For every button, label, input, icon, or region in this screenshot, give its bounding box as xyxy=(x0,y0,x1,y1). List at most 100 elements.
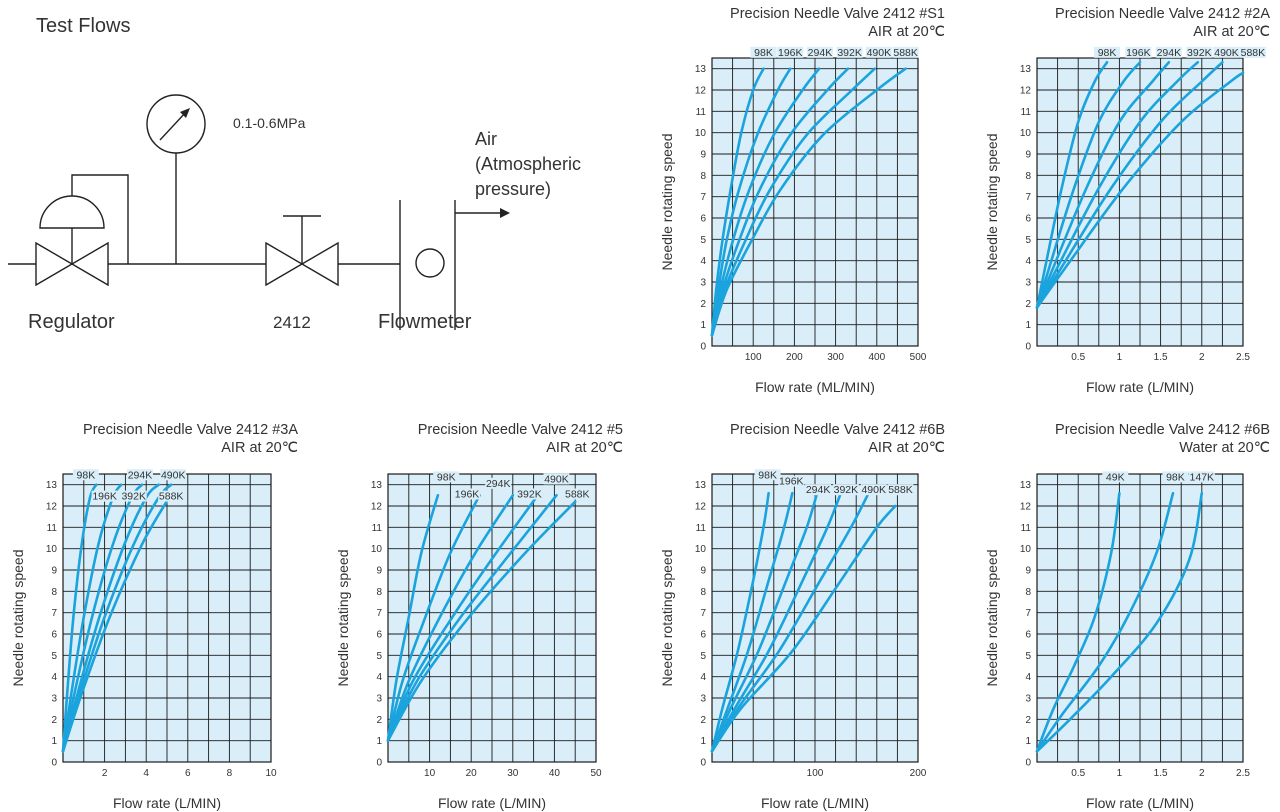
series-line-392k xyxy=(386,494,540,742)
curve-label-392k: 392K xyxy=(834,484,859,496)
x-tick-label: 8 xyxy=(227,768,233,779)
curve-label-294k: 294K xyxy=(806,484,831,496)
series-line-98k xyxy=(710,491,770,753)
y-tick-label: 13 xyxy=(1020,480,1032,491)
y-tick-label: 7 xyxy=(1025,608,1031,619)
y-tick-label: 10 xyxy=(1020,128,1032,139)
curve-label-bg xyxy=(805,484,832,496)
series-line-196k xyxy=(710,67,792,337)
x-tick-label: 40 xyxy=(549,768,561,779)
x-tick-label: 1 xyxy=(1117,768,1123,779)
y-tick-label: 0 xyxy=(376,758,382,769)
x-tick-label: 10 xyxy=(265,768,277,779)
y-tick-label: 1 xyxy=(1025,320,1031,331)
y-tick-label: 13 xyxy=(46,480,58,491)
y-tick-label: 2 xyxy=(700,715,706,726)
y-tick-label: 3 xyxy=(700,694,706,705)
curve-label-bg xyxy=(1155,46,1182,58)
curve-label-490k: 490K xyxy=(861,484,886,496)
y-tick-label: 11 xyxy=(696,523,707,534)
curve-label-588k: 588K xyxy=(159,491,184,503)
y-tick-label: 9 xyxy=(700,566,706,577)
chart-subtitle: AIR at 20℃ xyxy=(868,440,945,456)
y-tick-label: 11 xyxy=(696,107,707,118)
y-tick-label: 8 xyxy=(700,587,706,598)
y-tick-label: 1 xyxy=(376,736,382,747)
curve-label-bg xyxy=(120,490,147,502)
y-tick-label: 4 xyxy=(51,672,57,683)
x-tick-label: 0.5 xyxy=(1071,352,1085,363)
curve-label-bg xyxy=(454,488,481,500)
y-tick-label: 10 xyxy=(371,544,383,555)
needle-valve-icon xyxy=(265,215,339,287)
y-tick-label: 4 xyxy=(1025,256,1031,267)
y-tick-label: 0 xyxy=(51,758,57,769)
series-line-294k xyxy=(710,491,819,753)
y-tick-label: 1 xyxy=(1025,736,1031,747)
curve-label-bg xyxy=(543,473,570,485)
curve-label-bg xyxy=(1186,46,1213,58)
y-tick-label: 3 xyxy=(700,278,706,289)
chart-title: Precision Needle Valve 2412 #6B xyxy=(730,422,945,438)
curve-label-196k: 196K xyxy=(455,488,480,500)
y-tick-label: 2 xyxy=(376,715,382,726)
x-tick-label: 30 xyxy=(507,768,519,779)
series-line-588k xyxy=(710,67,907,337)
y-tick-label: 5 xyxy=(376,651,382,662)
y-tick-label: 8 xyxy=(1025,171,1031,182)
chart-title: Precision Needle Valve 2412 #S1 xyxy=(730,6,945,22)
y-tick-label: 11 xyxy=(372,523,383,534)
y-tick-label: 0 xyxy=(1025,758,1031,769)
y-tick-label: 5 xyxy=(1025,651,1031,662)
curve-label-392k: 392K xyxy=(837,47,862,59)
y-tick-label: 5 xyxy=(1025,235,1031,246)
curve-label-392k: 392K xyxy=(121,491,146,503)
flowmeter-label: Flowmeter xyxy=(378,311,472,333)
y-tick-label: 4 xyxy=(700,256,706,267)
y-tick-label: 4 xyxy=(700,672,706,683)
x-tick-label: 500 xyxy=(910,352,927,363)
test-flow-diagram: Test Flows 0.1-0.6MPa Air (Atmospheric p… xyxy=(8,15,581,333)
y-tick-label: 6 xyxy=(1025,214,1031,225)
series-line-98k xyxy=(710,67,765,337)
plot-frame xyxy=(1036,473,1244,763)
curve-label-bg xyxy=(1188,471,1215,483)
curve-label-147k: 147K xyxy=(1190,471,1215,483)
y-tick-label: 9 xyxy=(1025,150,1031,161)
flowmeter-icon xyxy=(415,248,445,278)
plot-frame xyxy=(1036,57,1244,347)
y-tick-label: 12 xyxy=(46,502,58,513)
series-line-490k xyxy=(1035,61,1224,309)
y-tick-label: 7 xyxy=(700,192,706,203)
y-axis-label: Needle rotating speed xyxy=(659,134,675,271)
y-tick-label: 0 xyxy=(700,758,706,769)
y-tick-label: 1 xyxy=(700,736,706,747)
curve-label-bg xyxy=(887,484,914,496)
y-tick-label: 12 xyxy=(1020,86,1032,97)
curve-label-392k: 392K xyxy=(1187,47,1212,59)
curve-label-bg xyxy=(160,469,187,481)
series-line-196k xyxy=(386,494,481,742)
series-line-392k xyxy=(710,67,850,337)
x-tick-label: 6 xyxy=(185,768,191,779)
series-line-98k xyxy=(1035,61,1109,309)
series-line-588k xyxy=(710,504,897,753)
y-tick-label: 3 xyxy=(51,694,57,705)
arrow-right-icon xyxy=(455,208,510,218)
x-tick-label: 1.5 xyxy=(1154,768,1168,779)
regulator-icon xyxy=(35,174,129,287)
y-tick-label: 4 xyxy=(376,672,382,683)
y-tick-label: 9 xyxy=(376,566,382,577)
x-tick-label: 100 xyxy=(807,768,824,779)
series-line-588k xyxy=(61,496,171,753)
y-tick-label: 12 xyxy=(695,502,707,513)
regulator-label: Regulator xyxy=(28,311,115,333)
y-tick-label: 11 xyxy=(47,523,58,534)
y-tick-label: 13 xyxy=(371,480,383,491)
y-axis-label: Needle rotating speed xyxy=(335,550,351,687)
curve-label-98k: 98K xyxy=(77,469,96,481)
y-tick-label: 12 xyxy=(695,86,707,97)
